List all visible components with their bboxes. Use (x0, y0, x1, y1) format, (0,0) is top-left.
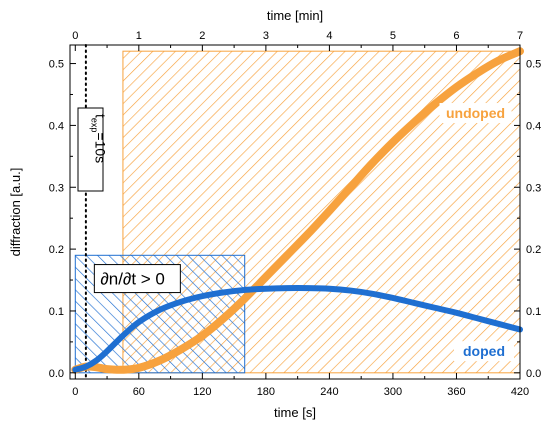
y-axis-right-ticks: 0.0 0.1 0.2 0.3 0.4 0.5 (514, 59, 541, 380)
y-left-tick-label: 0.5 (49, 59, 64, 71)
plot-frame (69, 44, 521, 380)
x-bottom-tick-label: 300 (384, 386, 402, 398)
x-bottom-tick-label: 360 (447, 386, 465, 398)
y-right-tick-label: 0.3 (526, 182, 541, 194)
undoped-annotation: undoped (439, 103, 512, 124)
derivative-annotation: ∂n/∂t > 0 (93, 264, 181, 294)
x-top-tick-label: 3 (263, 30, 269, 42)
y-left-tick-label: 0.0 (49, 368, 64, 380)
x-bottom-tick-label: 120 (193, 386, 211, 398)
y-left-tick-label: 0.4 (49, 120, 64, 132)
x-top-tick-label: 7 (517, 30, 523, 42)
y-right-tick-label: 0.0 (526, 368, 541, 380)
x-top-tick-label: 4 (326, 30, 332, 42)
x-top-tick-label: 5 (390, 30, 396, 42)
exposure-time-value: =10s (93, 132, 109, 163)
derivative-label: ∂n/∂t > 0 (100, 270, 165, 289)
data-series (71, 47, 524, 374)
undoped-label-box (439, 103, 512, 124)
x-axis-bottom-ticks: 0 60 120 180 240 300 360 420 (72, 373, 529, 398)
doped-annotation: doped (454, 341, 514, 362)
x-bottom-tick-label: 240 (320, 386, 338, 398)
exposure-time-subscript: exp (90, 118, 100, 133)
series-line-doped (72, 285, 523, 373)
undoped-label: undoped (446, 105, 505, 121)
y-right-tick-label: 0.1 (526, 306, 541, 318)
x-axis-bottom-title: time [s] (274, 405, 316, 420)
y-axis-left-ticks: 0.0 0.1 0.2 0.3 0.4 0.5 (49, 59, 76, 380)
x-top-tick-label: 6 (453, 30, 459, 42)
exposure-time-annotation: texp=10s (77, 107, 109, 192)
x-top-tick-label: 0 (72, 30, 78, 42)
series-line-undoped (71, 47, 524, 374)
exposure-time-symbol: t (93, 114, 109, 118)
y-left-tick-label: 0.1 (49, 306, 64, 318)
x-bottom-tick-label: 420 (511, 386, 529, 398)
x-bottom-tick-label: 180 (257, 386, 275, 398)
exposure-time-label: texp=10s (90, 114, 109, 163)
y-axis-title: diffraction [a.u.] (8, 168, 23, 257)
hatched-regions (74, 50, 521, 374)
y-right-tick-label: 0.5 (526, 59, 541, 71)
y-left-tick-label: 0.2 (49, 244, 64, 256)
x-top-tick-label: 2 (199, 30, 205, 42)
x-axis-top-ticks: 0 1 2 3 4 5 6 7 (72, 30, 523, 51)
x-bottom-tick-label: 60 (133, 386, 145, 398)
y-left-tick-label: 0.3 (49, 182, 64, 194)
x-bottom-tick-label: 0 (72, 386, 78, 398)
y-right-tick-label: 0.4 (526, 120, 541, 132)
doped-label-box (454, 341, 514, 362)
doped-label: doped (463, 343, 505, 359)
x-axis-top-title: time [min] (267, 8, 323, 23)
exposure-time-box (77, 107, 104, 192)
y-right-tick-label: 0.2 (526, 244, 541, 256)
derivative-box (93, 264, 181, 294)
x-top-tick-label: 1 (136, 30, 142, 42)
